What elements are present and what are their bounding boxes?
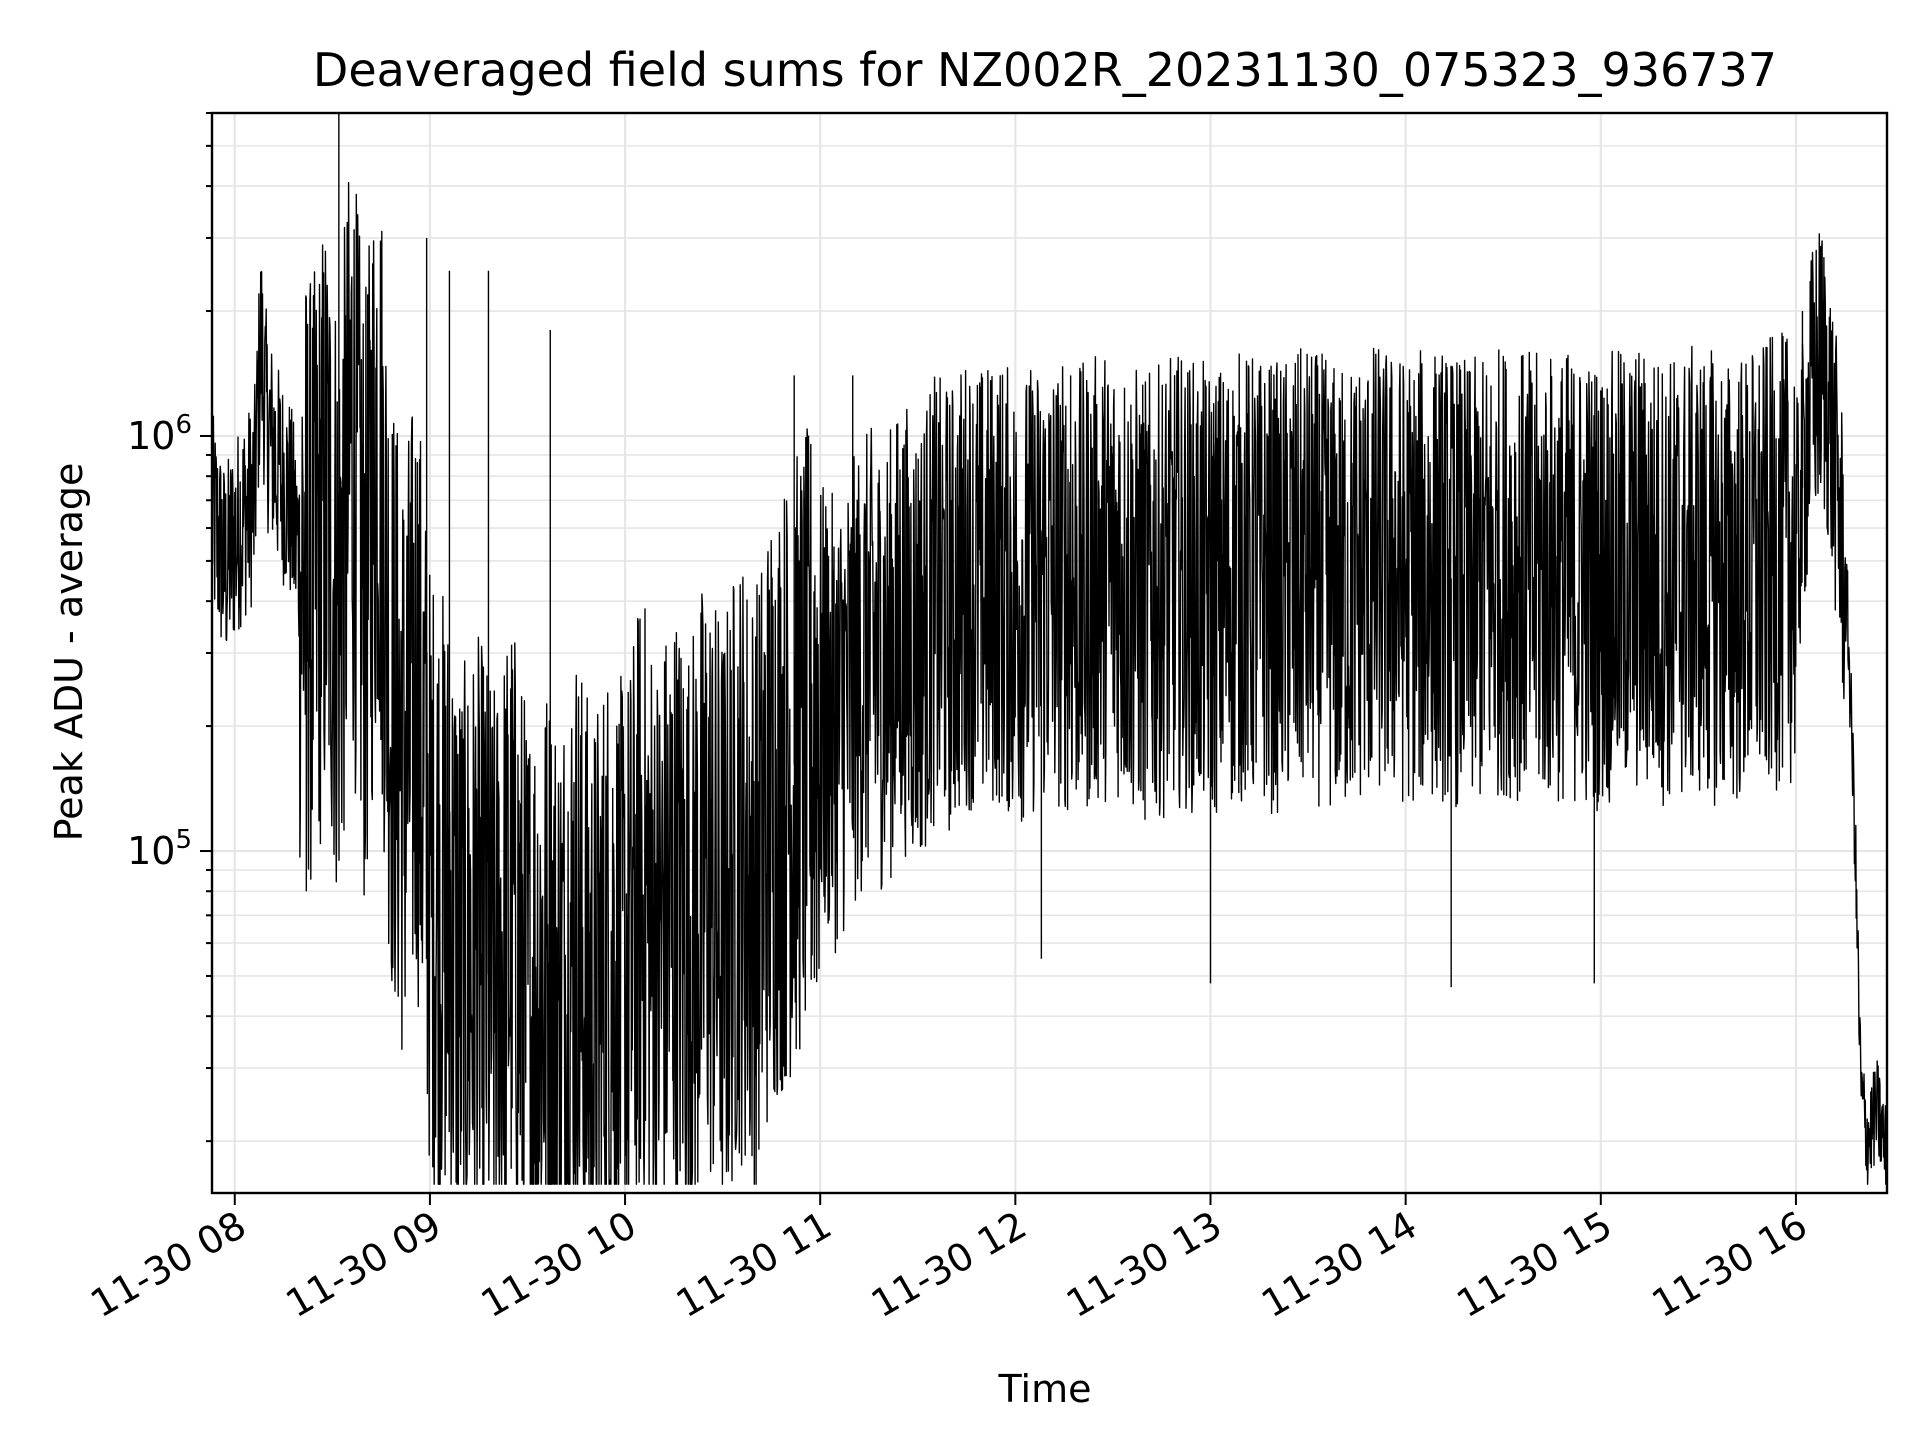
y-tick-label: 106 xyxy=(127,410,192,458)
x-axis-label: Time xyxy=(998,1367,1092,1411)
y-tick-exponent: 6 xyxy=(175,410,192,440)
y-axis-label: Peak ADU - average xyxy=(47,463,91,842)
chart-title: Deaveraged field sums for NZ002R_2023113… xyxy=(313,43,1777,97)
series-line xyxy=(211,182,1888,1185)
y-tick-exponent: 5 xyxy=(175,825,192,855)
series-layer xyxy=(211,113,1888,1185)
